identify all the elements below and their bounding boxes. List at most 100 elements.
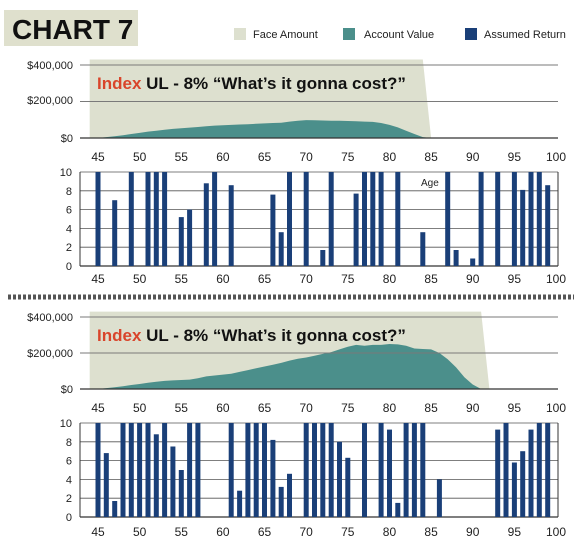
panel-1-return-bar-88 — [453, 250, 459, 266]
x-ticks-2: 45 50 55 60 65 70 75 80 85 90 95 100 — [91, 401, 566, 415]
value-tick-2-400k: $400,000 — [27, 312, 73, 324]
panel-2-return-bar-54 — [170, 446, 176, 517]
panel-1-x-tick-bottom-85: 85 — [424, 272, 438, 286]
panel-1-x-tick-top-65: 65 — [258, 150, 272, 164]
panel-1-return-bar-73 — [328, 172, 334, 266]
legend-swatch-return — [465, 28, 477, 40]
panel-2-return-bar-77 — [362, 423, 367, 517]
panel-2-x-tick-top-75: 75 — [341, 401, 355, 415]
panel-2-x-tick-bottom-60: 60 — [216, 525, 230, 539]
panel-1-return-bar-45 — [95, 172, 101, 266]
panel-1-return-bar-70 — [303, 172, 309, 266]
panel-2-return-bar-79 — [378, 423, 384, 517]
panel-1-return-bar-68 — [287, 172, 292, 266]
panel-2-return-bar-70 — [303, 423, 309, 517]
panel-1-return-bar-93 — [495, 172, 501, 266]
panel-1-x-tick-bottom-70: 70 — [300, 272, 314, 286]
panel-1-x-tick-bottom-100: 100 — [546, 272, 566, 286]
return-ticks-1: 10 8 6 4 2 0 — [60, 167, 72, 273]
age-label: Age — [421, 178, 439, 189]
panel-2-return-bar-95 — [511, 462, 517, 517]
panel-1-x-tick-bottom-45: 45 — [91, 272, 105, 286]
panel-2-return-bar-65 — [262, 423, 267, 517]
panel-2-return-bar-56 — [187, 423, 193, 517]
panel-1-x-tick-top-90: 90 — [466, 150, 480, 164]
panel-1-x-tick-bottom-95: 95 — [508, 272, 522, 286]
panel-1-return-bar-59 — [212, 172, 218, 266]
panel-2-return-bar-73 — [328, 423, 334, 517]
panel-1-x-tick-top-70: 70 — [300, 150, 314, 164]
x-ticks-2-bottom: 45 50 55 60 65 70 75 80 85 90 95 100 — [91, 525, 566, 539]
panel-2-x-tick-bottom-70: 70 — [300, 525, 314, 539]
panel-2-return-bar-75 — [345, 457, 351, 517]
panel-1-return-tick-8: 8 — [66, 186, 72, 198]
panel-1-return-bar-84 — [420, 232, 426, 266]
panel-2-x-tick-bottom-65: 65 — [258, 525, 272, 539]
panel-1-return-bar-78 — [370, 172, 376, 266]
panel-1-x-tick-top-55: 55 — [175, 150, 189, 164]
panel-2-return-bar-49 — [128, 423, 134, 517]
panel-1-return-tick-2: 2 — [66, 242, 72, 254]
value-tick-1-400k: $400,000 — [27, 60, 73, 72]
panel-2-x-tick-top-45: 45 — [91, 401, 105, 415]
panel-1-caption: Index UL - 8% “What’s it gonna cost?” — [97, 74, 406, 93]
panel-2-return-bar-48 — [120, 423, 126, 517]
panel-2-return-bar-53 — [162, 423, 168, 517]
panel-2-caption-index: Index — [97, 326, 142, 345]
panel-1-face-amount-area — [89, 59, 432, 138]
legend-swatch-face — [234, 28, 246, 40]
value-tick-2-200k: $200,000 — [27, 348, 73, 360]
value-chart-1 — [80, 59, 558, 139]
panel-1-x-tick-bottom-50: 50 — [133, 272, 147, 286]
panel-1-x-tick-bottom-60: 60 — [216, 272, 230, 286]
panel-1-return-bar-81 — [395, 172, 401, 266]
panel-2: $400,000 $200,000 $0 45 50 55 60 65 70 75 80 85 9… — [27, 311, 566, 539]
panel-2-x-tick-top-100: 100 — [546, 401, 566, 415]
panel-2-return-bar-72 — [320, 423, 326, 517]
panel-2-return-bar-71 — [312, 423, 317, 517]
panel-1-x-tick-top-50: 50 — [133, 150, 147, 164]
panel-2-x-tick-top-95: 95 — [508, 401, 522, 415]
panel-2-return-bar-57 — [195, 423, 201, 517]
panel-1-return-bar-67 — [278, 232, 284, 266]
panel-2-return-bar-64 — [253, 423, 259, 517]
value-tick-2-0: $0 — [61, 384, 73, 396]
panel-2-x-tick-bottom-80: 80 — [383, 525, 397, 539]
return-chart-1 — [79, 171, 559, 267]
panel-2-return-bar-97 — [528, 429, 534, 517]
panel-2-x-tick-bottom-50: 50 — [133, 525, 147, 539]
panel-2-x-tick-bottom-55: 55 — [175, 525, 189, 539]
panel-1-return-bar-77 — [362, 172, 367, 266]
title-background — [4, 10, 138, 46]
panel-1-return-bar-58 — [203, 183, 209, 266]
panel-1-x-tick-top-75: 75 — [341, 150, 355, 164]
panel-1-return-bar-72 — [320, 250, 326, 266]
panel-2-return-bar-83 — [411, 423, 417, 517]
panel-2-x-tick-top-60: 60 — [216, 401, 230, 415]
panel-1-return-bar-53 — [162, 172, 168, 266]
panel-2-x-tick-top-90: 90 — [466, 401, 480, 415]
panel-1: $400,000 $200,000 $0 45 50 55 60 65 70 75 80 85 9… — [27, 59, 566, 286]
panel-2-return-bar-84 — [420, 423, 426, 517]
panel-2-return-tick-0: 0 — [66, 512, 72, 524]
return-chart-2 — [79, 422, 559, 518]
legend-label-return: Assumed Return — [484, 29, 566, 41]
panel-2-return-bar-61 — [228, 423, 234, 517]
panel-2-return-bar-94 — [503, 423, 509, 517]
return-ticks-2: 10 8 6 4 2 0 — [60, 418, 72, 524]
panel-1-return-bar-91 — [478, 172, 484, 266]
panel-1-return-bar-97 — [528, 172, 534, 266]
chart-title: CHART 7 — [12, 14, 133, 45]
panel-1-return-bar-55 — [178, 217, 184, 266]
panel-2-return-tick-2: 2 — [66, 493, 72, 505]
panel-2-account-value-area — [89, 344, 490, 389]
panel-2-return-bar-86 — [436, 479, 442, 517]
legend-label-account: Account Value — [364, 29, 434, 41]
panel-1-return-bar-87 — [445, 172, 451, 266]
panel-2-return-bar-98 — [536, 423, 542, 517]
panel-2-return-bar-80 — [387, 429, 392, 517]
panel-2-return-bar-50 — [137, 423, 143, 517]
panel-1-return-bar-49 — [128, 172, 134, 266]
panel-2-x-tick-bottom-85: 85 — [424, 525, 438, 539]
